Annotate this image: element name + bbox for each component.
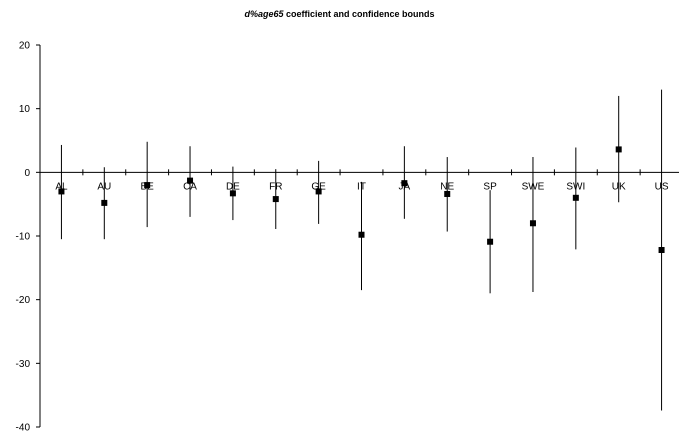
x-tick-label-be: BE <box>140 181 154 192</box>
y-tick-label: -20 <box>16 295 31 306</box>
x-tick-label-us: US <box>655 181 669 192</box>
x-tick-label-ja: JA <box>399 181 411 192</box>
coefficient-point-au <box>101 200 107 206</box>
x-label-group: AL AU BE CA DE FR GE IT JA NE SP SWE SWI UK US <box>55 181 669 192</box>
x-tick-label-swe: SWE <box>522 181 545 192</box>
y-tick-label: 10 <box>19 104 31 115</box>
y-tick-label: -10 <box>16 232 31 243</box>
x-tick-label-de: DE <box>226 181 240 192</box>
x-tick-label-fr: FR <box>269 181 282 192</box>
coefficient-point-us <box>659 247 665 253</box>
x-tick-label-it: IT <box>357 181 366 192</box>
coefficient-point-swi <box>573 195 579 201</box>
coefficient-point-fr <box>273 196 279 202</box>
coefficient-point-swe <box>530 220 536 226</box>
x-tick-label-ne: NE <box>440 181 454 192</box>
x-tick-label-sp: SP <box>483 181 497 192</box>
x-tick-label-ge: GE <box>311 181 326 192</box>
x-tick-label-au: AU <box>97 181 111 192</box>
y-tick-label: -30 <box>16 359 31 370</box>
y-tick-label: 20 <box>19 41 31 52</box>
coefficient-point-it <box>359 232 365 238</box>
x-tick-label-swi: SWI <box>566 181 585 192</box>
coefficient-point-uk <box>616 146 622 152</box>
x-tick-label-uk: UK <box>612 181 626 192</box>
y-tick-group: 20 10 0 -10 -20 -30 -40 <box>16 41 40 434</box>
y-tick-label: 0 <box>24 168 30 179</box>
coefficient-point-sp <box>487 239 493 245</box>
x-tick-label-ca: CA <box>183 181 197 192</box>
x-tick-label-al: AL <box>55 181 68 192</box>
y-tick-label: -40 <box>16 423 31 434</box>
confidence-bar-group <box>61 90 661 411</box>
